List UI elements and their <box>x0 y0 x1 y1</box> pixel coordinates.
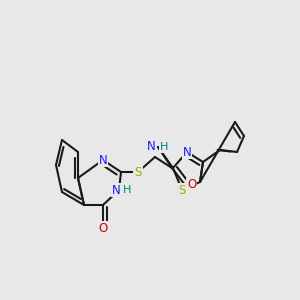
Text: N: N <box>112 184 121 196</box>
Text: O: O <box>98 221 108 235</box>
Text: S: S <box>178 184 186 196</box>
Text: N: N <box>147 140 156 154</box>
Text: N: N <box>183 146 191 158</box>
Text: N: N <box>99 154 107 166</box>
Text: H: H <box>123 185 131 195</box>
Text: H: H <box>160 142 168 152</box>
Text: O: O <box>187 178 196 191</box>
Text: S: S <box>134 166 142 178</box>
